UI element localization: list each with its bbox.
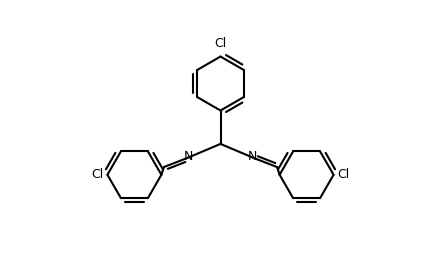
Text: N: N xyxy=(248,150,257,163)
Text: Cl: Cl xyxy=(91,168,104,181)
Text: Cl: Cl xyxy=(337,168,350,181)
Text: Cl: Cl xyxy=(214,37,227,50)
Text: N: N xyxy=(184,150,193,163)
